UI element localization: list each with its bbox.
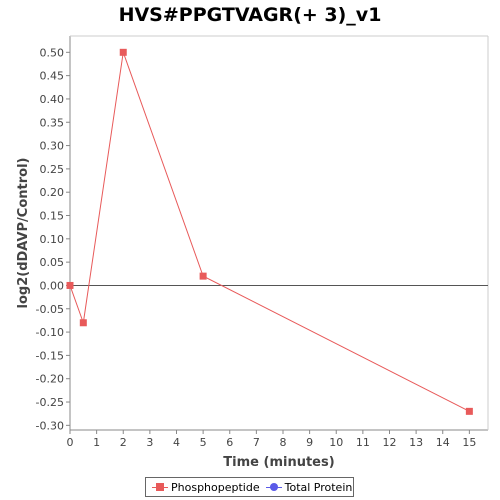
x-tick-label: 6: [226, 436, 233, 449]
y-tick-label: 0.40: [40, 93, 65, 106]
legend-label: Total Protein: [284, 480, 353, 494]
legend-item-total-protein: Total Protein: [265, 480, 353, 494]
legend-item-phosphopeptide: Phosphopeptide: [152, 481, 260, 494]
y-tick-label: 0.20: [40, 186, 65, 199]
circle-marker-icon: [265, 482, 282, 492]
x-tick-label: 10: [329, 436, 343, 449]
y-axis-label: log2(dDAVP/Control): [16, 158, 31, 309]
series: [66, 48, 473, 415]
y-tick-label: 0.00: [40, 279, 65, 292]
square-marker-icon: [152, 482, 168, 492]
x-tick-label: 0: [67, 436, 74, 449]
data-point: [465, 407, 473, 415]
y-tick-label: -0.10: [36, 326, 64, 339]
chart-title: HVS#PPGTVAGR(+ 3)_v1: [118, 4, 382, 26]
x-tick-label: 2: [120, 436, 127, 449]
x-tick-label: 3: [146, 436, 153, 449]
data-point: [119, 48, 127, 56]
x-tick-label: 11: [356, 436, 370, 449]
x-tick-label: 1: [93, 436, 100, 449]
y-tick-label: -0.20: [36, 373, 64, 386]
x-tick-label: 8: [279, 436, 286, 449]
x-tick-label: 5: [200, 436, 207, 449]
ticks: 0 1 2 3 4 5 6 7 8 9 10 11 12 13 14 15-0.30-0.25-0.20-0.…: [36, 46, 477, 449]
y-tick-label: 0.10: [40, 233, 65, 246]
y-tick-label: 0.45: [40, 70, 65, 83]
x-tick-label: 13: [409, 436, 423, 449]
y-tick-label: 0.15: [40, 210, 65, 223]
y-tick-label: 0.35: [40, 116, 65, 129]
x-tick-label: 7: [253, 436, 260, 449]
data-point: [79, 319, 87, 327]
y-tick-label: 0.50: [40, 46, 65, 59]
y-tick-label: 0.25: [40, 163, 65, 176]
data-point: [199, 272, 207, 280]
y-tick-label: -0.25: [36, 396, 64, 409]
axes: [69, 35, 489, 431]
legend-label: Phosphopeptide: [171, 480, 260, 494]
legend: Phosphopeptide Total Protein: [145, 477, 354, 497]
x-tick-label: 9: [306, 436, 313, 449]
x-axis-label: Time (minutes): [223, 455, 334, 470]
y-tick-label: -0.30: [36, 419, 64, 432]
plot-area: [70, 36, 488, 430]
x-tick-label: 12: [382, 436, 396, 449]
data-point: [66, 281, 74, 289]
x-tick-label: 14: [436, 436, 450, 449]
x-tick-label: 15: [462, 436, 476, 449]
y-tick-label: -0.15: [36, 349, 64, 362]
x-tick-label: 4: [173, 436, 180, 449]
y-tick-label: 0.30: [40, 140, 65, 153]
y-tick-label: -0.05: [36, 303, 64, 316]
y-tick-label: 0.05: [40, 256, 65, 269]
